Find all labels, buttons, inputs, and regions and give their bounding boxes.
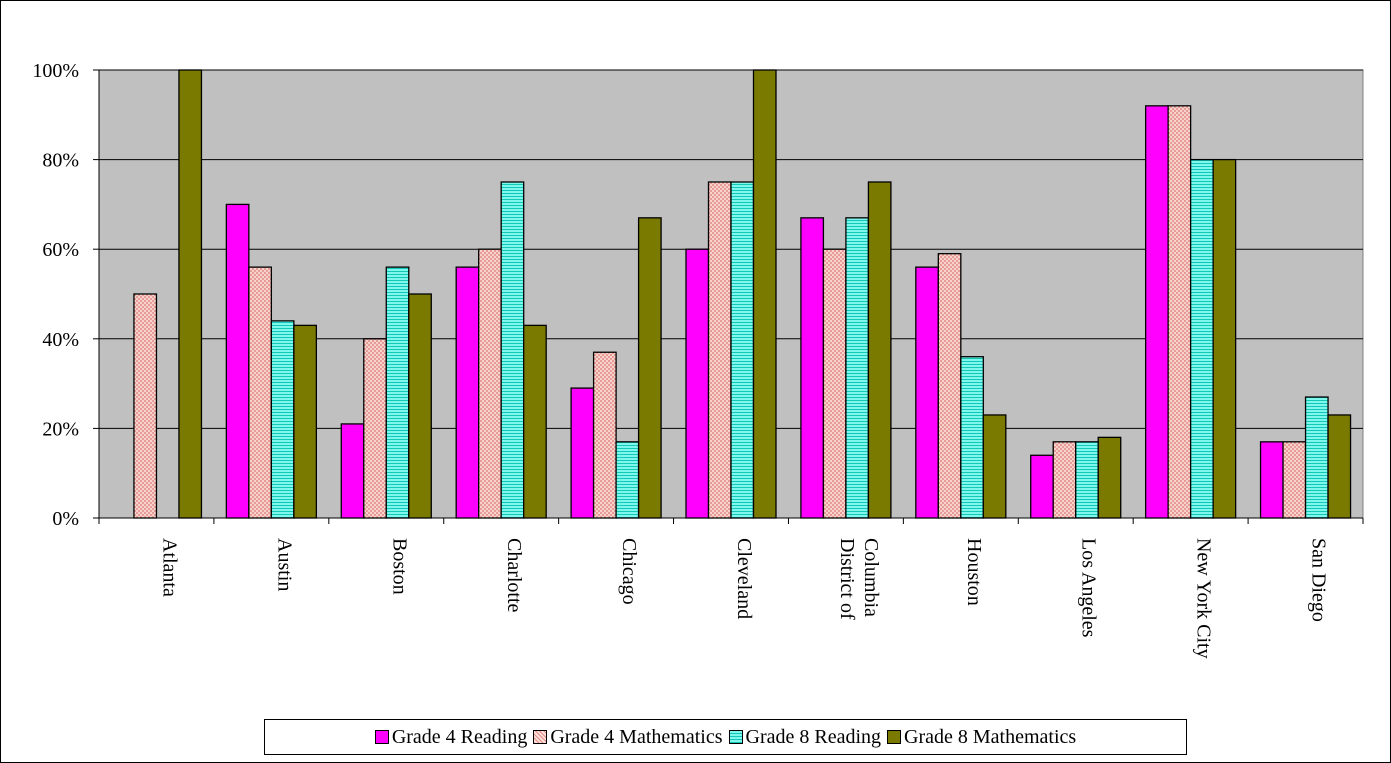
bar-grade-8-reading xyxy=(385,266,410,519)
x-category-label: Atlanta xyxy=(158,538,180,597)
x-category-label: San Diego xyxy=(1308,538,1330,622)
bar-grade-8-mathematics xyxy=(523,324,547,519)
legend-label: Grade 4 Reading xyxy=(391,725,528,748)
x-category-label: Columbia xyxy=(860,538,882,617)
y-tick-label: 40% xyxy=(42,329,79,351)
y-tick-label: 80% xyxy=(42,150,79,172)
bar-grade-4-mathematics xyxy=(1052,441,1077,519)
bar-grade-8-mathematics xyxy=(178,69,203,519)
bar-grade-4-reading xyxy=(800,217,825,519)
legend-swatch xyxy=(374,730,389,744)
x-category-label: Houston xyxy=(963,538,985,606)
bar-grade-4-reading xyxy=(915,266,939,519)
bar-grade-8-reading xyxy=(845,217,870,519)
x-category-label: Boston xyxy=(388,538,410,595)
bar-grade-4-reading xyxy=(1144,105,1169,519)
bar-grade-4-mathematics xyxy=(133,293,158,519)
bar-grade-4-reading xyxy=(570,387,595,519)
legend: Grade 4 Reading Grade 4 Mathematics Grade … xyxy=(264,719,1187,755)
x-category-label: Cleveland xyxy=(733,538,755,619)
legend-item: Grade 8 Mathematics xyxy=(887,726,1076,749)
bar-grade-4-reading xyxy=(1259,441,1284,519)
bar-grade-4-mathematics xyxy=(1282,441,1307,519)
axes xyxy=(93,69,1364,524)
bar-grade-8-mathematics xyxy=(982,414,1007,519)
y-tick-label: 100% xyxy=(32,60,79,82)
legend-swatch xyxy=(533,730,548,744)
bar-grade-4-reading xyxy=(225,203,250,519)
bar-grade-8-mathematics xyxy=(293,324,318,519)
bar-grade-8-mathematics xyxy=(408,293,432,519)
bar-grade-4-mathematics xyxy=(937,253,962,519)
x-category-label: Austin xyxy=(273,538,295,591)
bar-grade-8-reading xyxy=(270,320,295,519)
x-category-label: Chicago xyxy=(618,538,640,605)
bar-grade-4-mathematics xyxy=(822,248,847,519)
bar-grade-4-reading xyxy=(685,248,710,519)
bar-grade-8-reading xyxy=(615,441,640,519)
bar-grade-4-mathematics xyxy=(478,248,502,519)
legend-item: Grade 8 Reading xyxy=(728,725,882,749)
bar-grade-8-mathematics xyxy=(1212,158,1237,519)
bar-grade-8-reading xyxy=(1304,396,1329,519)
legend-label: Grade 8 Mathematics xyxy=(904,725,1077,748)
bar-grade-8-reading xyxy=(500,181,525,519)
bar-grade-8-mathematics xyxy=(752,69,777,519)
bar-grade-4-reading xyxy=(455,266,480,519)
legend-label: Grade 4 Mathematics xyxy=(550,725,723,748)
bar-grade-8-reading xyxy=(1075,441,1099,519)
bar-grade-8-mathematics xyxy=(637,217,662,519)
x-category-label: New York City xyxy=(1193,538,1215,659)
axis-labels: 0% 20% 40% 60% 80% 100% Atlanta Austin Boston Cha… xyxy=(32,60,1329,659)
legend-item: Grade 4 Reading xyxy=(374,725,528,749)
bar-grade-8-reading xyxy=(1189,158,1214,519)
bar-grade-8-mathematics xyxy=(867,181,892,519)
bar-grade-8-reading xyxy=(960,356,984,519)
bar-grade-8-reading xyxy=(730,181,755,519)
bar-grade-4-reading xyxy=(340,423,365,519)
x-category-label: District of xyxy=(836,538,858,620)
x-category-label: Los Angeles xyxy=(1078,538,1100,638)
legend-swatch xyxy=(728,730,743,744)
bar-grade-4-mathematics xyxy=(363,338,387,519)
bar-grade-4-mathematics xyxy=(592,351,617,519)
x-category-label: Charlotte xyxy=(503,538,525,613)
legend-item: Grade 4 Mathematics xyxy=(533,725,723,749)
bar-grade-8-mathematics xyxy=(1097,436,1122,519)
y-tick-label: 0% xyxy=(52,508,79,530)
bar-grade-4-mathematics xyxy=(707,181,732,519)
legend-label: Grade 8 Reading xyxy=(745,725,882,748)
bar-grade-8-mathematics xyxy=(1327,414,1352,519)
bar-grade-4-mathematics xyxy=(248,266,273,519)
y-tick-label: 20% xyxy=(42,418,79,440)
bar-grade-4-reading xyxy=(1030,454,1054,519)
legend-swatch xyxy=(887,730,902,744)
y-tick-label: 60% xyxy=(42,239,79,261)
bar-grade-4-mathematics xyxy=(1167,105,1192,519)
